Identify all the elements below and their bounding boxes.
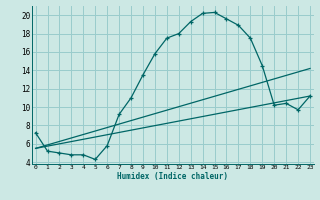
X-axis label: Humidex (Indice chaleur): Humidex (Indice chaleur) (117, 172, 228, 181)
